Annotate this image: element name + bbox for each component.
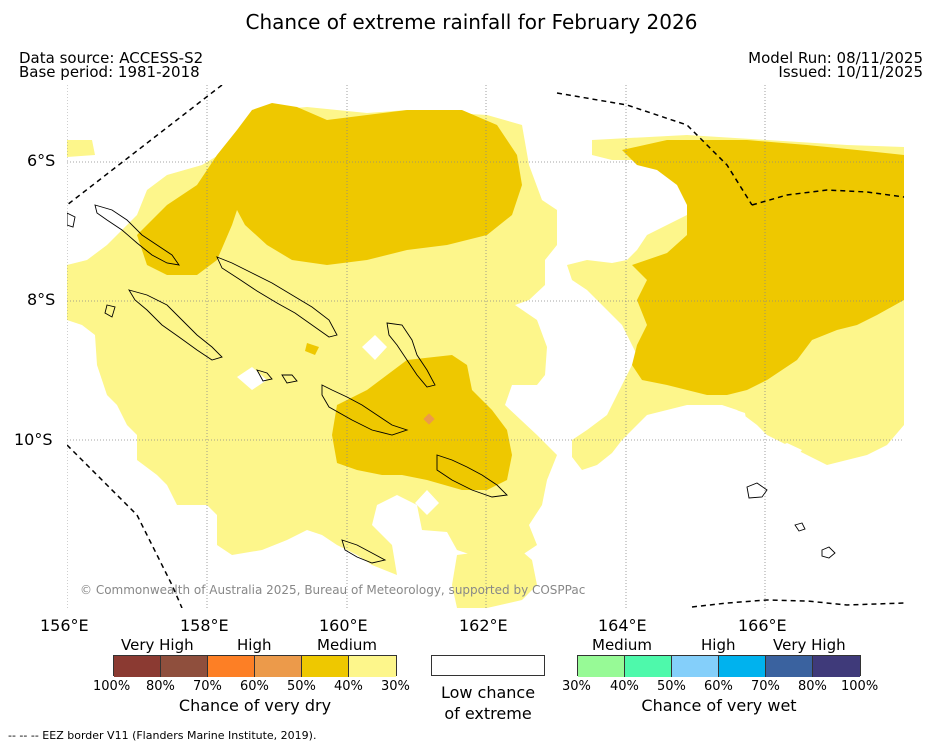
- dry-tick-100: 100%: [93, 679, 131, 694]
- wet-tick-50: 50%: [657, 679, 686, 694]
- dry-swatch-80-100: [114, 656, 161, 677]
- high-dry-cell: [423, 413, 435, 425]
- copyright-text: © Commonwealth of Australia 2025, Bureau…: [80, 583, 585, 597]
- dry-caption: Chance of very dry: [178, 696, 332, 715]
- model-run: Model Run: 08/11/2025: [748, 49, 923, 67]
- dry-level-very-high: Very High: [121, 636, 194, 654]
- lon-label-166e: 166°E: [738, 616, 787, 635]
- wet-swatch-30-40: [578, 656, 625, 677]
- dry-tick-60: 60%: [240, 679, 269, 694]
- lon-label-156e: 156°E: [40, 616, 89, 635]
- issued-date: Issued: 10/11/2025: [778, 63, 923, 81]
- dry-swatch-40-50: [302, 656, 349, 677]
- wet-tick-100: 100%: [841, 679, 879, 694]
- wet-level-medium: Medium: [592, 636, 652, 654]
- wet-level-high: High: [701, 636, 736, 654]
- medium-dry-region: [137, 103, 904, 490]
- lon-label-162e: 162°E: [459, 616, 508, 635]
- map-title: Chance of extreme rainfall for February …: [245, 10, 698, 34]
- wet-swatch-40-50: [625, 656, 672, 677]
- wet-swatch-80-100: [813, 656, 860, 677]
- lat-label-6s: 6°S: [27, 151, 56, 170]
- dry-tick-30: 30%: [381, 679, 410, 694]
- map-canvas: © Commonwealth of Australia 2025, Bureau…: [67, 85, 904, 608]
- low-chance-gaps: [237, 335, 802, 515]
- low-chance-swatch: [431, 655, 545, 676]
- dry-tick-80: 80%: [146, 679, 175, 694]
- dry-tick-50: 50%: [287, 679, 316, 694]
- lat-label-10s: 10°S: [14, 430, 53, 449]
- dry-swatch-30-40: [349, 656, 396, 677]
- wet-tick-60: 60%: [704, 679, 733, 694]
- dry-tick-70: 70%: [193, 679, 222, 694]
- map-panel: © Commonwealth of Australia 2025, Bureau…: [67, 85, 904, 608]
- dry-swatch-50-60: [255, 656, 302, 677]
- wet-caption: Chance of very wet: [641, 696, 797, 715]
- wet-swatch-60-70: [719, 656, 766, 677]
- dry-tick-40: 40%: [334, 679, 363, 694]
- dry-swatch-60-70: [208, 656, 255, 677]
- wet-tick-30: 30%: [562, 679, 591, 694]
- wet-level-very-high: Very High: [773, 636, 846, 654]
- dry-level-high: High: [237, 636, 272, 654]
- base-period: Base period: 1981-2018: [19, 63, 200, 81]
- wet-swatch-70-80: [766, 656, 813, 677]
- wet-colorbar: [577, 655, 861, 677]
- low-caption-line2: of extreme: [444, 704, 532, 723]
- dry-swatch-70-80: [161, 656, 208, 677]
- dry-level-medium: Medium: [317, 636, 377, 654]
- graticule: [67, 85, 904, 608]
- lon-label-158e: 158°E: [180, 616, 229, 635]
- eez-border: [67, 85, 904, 608]
- wet-tick-80: 80%: [798, 679, 827, 694]
- islands: [67, 204, 836, 564]
- lon-label-164e: 164°E: [598, 616, 647, 635]
- data-source: Data source: ACCESS-S2: [19, 49, 204, 67]
- eez-footer-note: -- -- -- EEZ border V11 (Flanders Marine…: [8, 729, 317, 742]
- lat-label-8s: 8°S: [27, 290, 56, 309]
- dry-colorbar: [113, 655, 397, 677]
- wet-tick-40: 40%: [610, 679, 639, 694]
- low-caption-line1: Low chance: [440, 683, 536, 702]
- lon-label-160e: 160°E: [319, 616, 368, 635]
- wet-tick-70: 70%: [751, 679, 780, 694]
- wet-swatch-50-60: [672, 656, 719, 677]
